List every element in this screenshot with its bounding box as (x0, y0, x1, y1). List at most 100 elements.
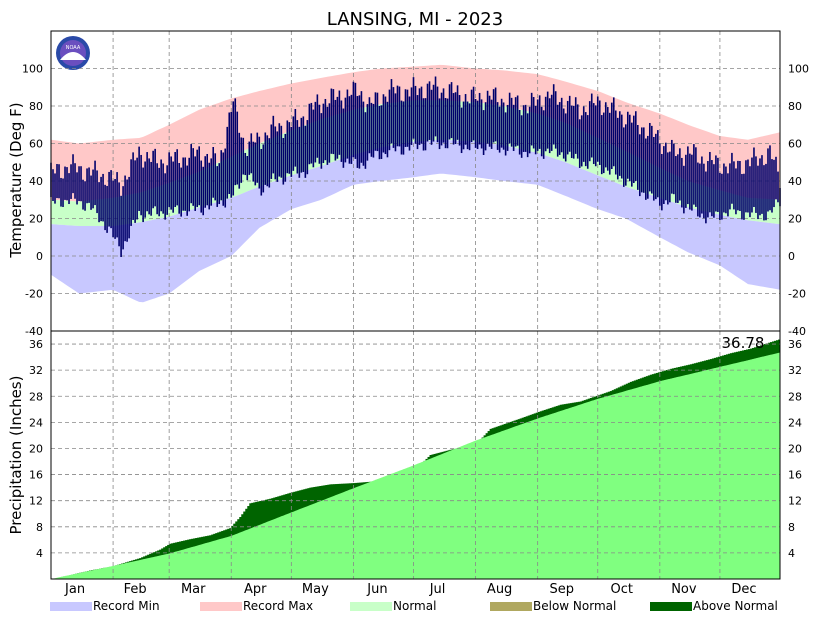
precip-above-normal (167, 544, 170, 554)
legend-swatch (650, 602, 692, 611)
precipitation-ylabel: Precipitation (Inches) (7, 376, 25, 535)
precip-above-normal (595, 395, 599, 400)
precip-above-normal (697, 362, 701, 373)
precip-above-normal (503, 424, 507, 431)
precip-above-normal (259, 501, 262, 525)
precip-above-normal (731, 352, 735, 365)
precip-above-normal (647, 375, 651, 385)
precip-above-normal (481, 437, 485, 439)
precip-above-normal (187, 539, 190, 549)
precip-above-normal (497, 426, 501, 433)
temperature-tick-label-left: -20 (25, 288, 43, 301)
precipitation-areas (51, 339, 781, 579)
precip-above-normal (285, 494, 288, 515)
precip-above-normal (255, 501, 258, 527)
precip-above-normal (501, 424, 505, 432)
precipitation-tick-label-left: 28 (29, 390, 43, 403)
precip-above-normal (519, 418, 523, 425)
precipitation-frame (50, 330, 781, 580)
precip-above-normal (321, 485, 324, 501)
precip-above-normal (493, 427, 497, 435)
precip-above-normal (741, 350, 745, 362)
precip-above-normal (565, 403, 569, 410)
precip-above-normal (175, 542, 178, 552)
precip-above-normal (221, 530, 224, 539)
precip-above-normal (159, 549, 162, 556)
precip-above-normal (617, 387, 621, 394)
precip-above-normal (431, 454, 435, 459)
precip-above-normal (163, 547, 166, 555)
temperature-tick-label-left: 40 (29, 175, 43, 188)
precip-above-normal (703, 360, 707, 371)
precip-above-normal (637, 379, 641, 388)
temperature-tick-label-right: 0 (788, 250, 795, 263)
precip-above-normal (723, 354, 727, 366)
precip-above-normal (639, 378, 643, 387)
precip-above-normal (193, 538, 196, 547)
precip-above-normal (635, 379, 639, 389)
precipitation-axis: 4 4 8 8 12 12 16 16 20 20 24 24 28 28 32 32 36 36 (29, 338, 802, 560)
precip-above-normal (291, 492, 294, 513)
month-label: Apr (244, 582, 267, 597)
precip-above-normal (529, 414, 533, 422)
precip-above-normal (449, 449, 453, 452)
precip-above-normal (345, 483, 348, 492)
precip-above-normal (643, 376, 647, 386)
precip-above-normal (533, 413, 537, 420)
precip-above-normal (505, 423, 509, 430)
precip-above-normal (365, 482, 368, 484)
precip-above-normal (149, 553, 152, 558)
precip-above-normal (135, 559, 138, 562)
precip-above-normal (683, 365, 687, 376)
precip-above-normal (335, 484, 338, 496)
precip-above-normal (183, 540, 186, 550)
precip-above-normal (491, 428, 495, 435)
temperature-tick-label-left: 0 (36, 250, 43, 263)
precipitation-tick-label-right: 16 (788, 469, 802, 482)
temperature-tick-label-right: 100 (788, 63, 809, 76)
precip-above-normal (247, 506, 250, 530)
precip-above-normal (551, 407, 555, 414)
precip-above-normal (763, 344, 767, 357)
precip-above-normal (485, 433, 489, 438)
precipitation-tick-label-right: 12 (788, 495, 802, 508)
precipitation-tick-label-right: 36 (788, 338, 802, 351)
precip-above-normal (275, 496, 278, 519)
precip-above-normal (231, 525, 234, 536)
precip-above-normal (563, 404, 567, 410)
temperature-tick-label-right: -40 (788, 325, 806, 338)
precip-above-normal (605, 392, 609, 397)
precipitation-tick-label-right: 8 (788, 521, 795, 534)
precip-above-normal (593, 396, 597, 401)
precip-above-normal (517, 419, 521, 426)
precipitation-tick-label-right: 4 (788, 547, 795, 560)
legend-label: Record Min (93, 599, 160, 613)
precip-above-normal (749, 348, 753, 360)
precip-above-normal (759, 345, 763, 358)
precip-above-normal (307, 488, 310, 507)
month-label: Dec (731, 582, 756, 597)
precip-above-normal (719, 356, 723, 367)
precip-above-normal (539, 411, 543, 418)
legend-swatch (50, 602, 92, 611)
precipitation-grid (51, 331, 780, 579)
precip-above-normal (341, 483, 344, 493)
precip-above-normal (613, 389, 617, 395)
precip-above-normal (269, 498, 272, 522)
precip-above-normal (249, 503, 252, 529)
month-label: Sep (549, 582, 574, 597)
legend-label: Above Normal (693, 599, 778, 613)
temperature-axis: -40 -40 -20 -20 0 0 20 20 40 40 60 60 80 80 100 100 (22, 63, 809, 339)
temperature-ylabel: Temperature (Deg F) (7, 102, 25, 258)
precip-above-normal (127, 561, 130, 563)
precip-above-normal (425, 458, 429, 461)
precip-above-normal (243, 511, 246, 532)
precip-above-normal (219, 531, 222, 540)
precip-above-normal (525, 416, 529, 423)
precip-above-normal (587, 398, 591, 403)
precipitation-tick-label-left: 20 (29, 442, 43, 455)
precip-above-normal (177, 541, 180, 552)
precip-above-normal (573, 402, 577, 407)
precip-above-normal (627, 382, 631, 391)
precip-above-normal (513, 420, 517, 428)
